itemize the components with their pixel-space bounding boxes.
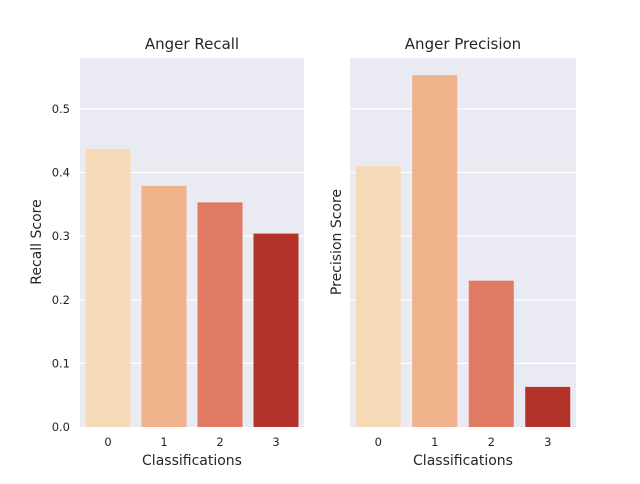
recall-x-axis-label: Classifications bbox=[142, 453, 242, 469]
recall-y-tick-label: 0.1 bbox=[52, 356, 70, 370]
precision-bar-2 bbox=[468, 280, 514, 427]
precision-title: Anger Precision bbox=[405, 35, 521, 53]
recall-panel: 0.0 0.1 0.2 0.3 0.4 0.5 0 1 2 3 Anger Recall Cla… bbox=[29, 35, 304, 469]
precision-panel: 0 1 2 3 Anger Precision Classifications Pre… bbox=[329, 35, 576, 469]
recall-x-tick-label: 1 bbox=[160, 435, 167, 449]
precision-x-tick-label: 0 bbox=[375, 435, 382, 449]
recall-bar-3 bbox=[253, 233, 299, 427]
precision-bar-1 bbox=[412, 75, 458, 428]
recall-x-tick-label: 3 bbox=[272, 435, 279, 449]
precision-x-tick-label: 2 bbox=[488, 435, 495, 449]
recall-bar-1 bbox=[141, 185, 187, 427]
recall-title: Anger Recall bbox=[145, 35, 239, 53]
precision-bar-0 bbox=[355, 166, 401, 428]
precision-x-tick-label: 1 bbox=[431, 435, 438, 449]
precision-y-axis-label: Precision Score bbox=[329, 189, 345, 295]
recall-x-ticks: 0 1 2 3 bbox=[104, 435, 279, 449]
precision-x-axis-label: Classifications bbox=[413, 453, 513, 469]
precision-x-tick-label: 3 bbox=[544, 435, 551, 449]
recall-x-tick-label: 2 bbox=[216, 435, 223, 449]
recall-bar-2 bbox=[197, 202, 243, 427]
recall-bar-0 bbox=[85, 148, 131, 427]
precision-bars bbox=[355, 75, 571, 428]
precision-bar-3 bbox=[525, 386, 571, 427]
recall-x-tick-label: 0 bbox=[104, 435, 111, 449]
recall-y-tick-label: 0.2 bbox=[52, 293, 70, 307]
recall-bars bbox=[85, 148, 299, 427]
recall-y-tick-label: 0.5 bbox=[52, 102, 70, 116]
recall-y-axis-label: Recall Score bbox=[29, 199, 45, 284]
recall-y-tick-label: 0.0 bbox=[52, 420, 70, 434]
recall-y-ticks: 0.0 0.1 0.2 0.3 0.4 0.5 bbox=[52, 102, 70, 434]
precision-x-ticks: 0 1 2 3 bbox=[375, 435, 552, 449]
recall-y-tick-label: 0.3 bbox=[52, 229, 70, 243]
recall-y-tick-label: 0.4 bbox=[52, 166, 70, 180]
